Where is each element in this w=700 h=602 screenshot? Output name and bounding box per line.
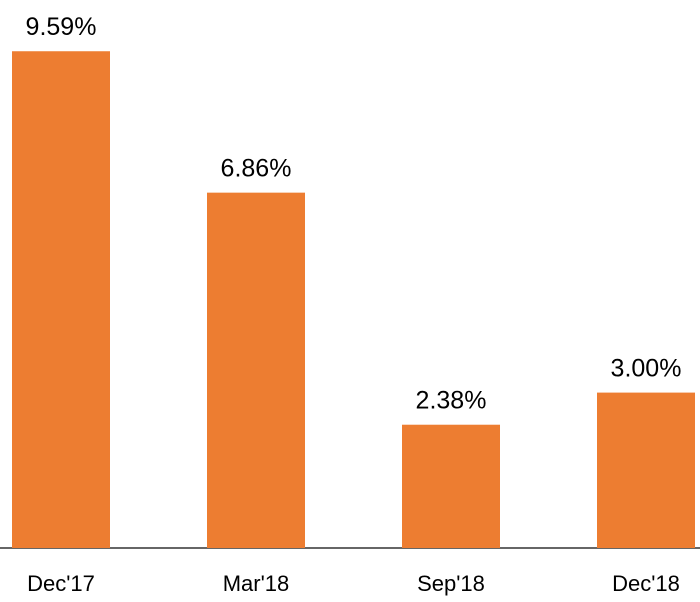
x-tick-label: Mar'18 (223, 571, 290, 596)
data-label: 3.00% (611, 355, 682, 383)
data-label: 6.86% (221, 155, 292, 183)
bar (597, 392, 695, 548)
bar (402, 424, 500, 548)
bar (12, 51, 110, 548)
data-label: 9.59% (26, 13, 97, 41)
data-label: 2.38% (416, 387, 487, 415)
x-tick-label: Sep'18 (417, 571, 485, 596)
x-tick-label: Dec'18 (612, 571, 680, 596)
x-tick-label: Dec'17 (27, 571, 95, 596)
bar (207, 192, 305, 549)
